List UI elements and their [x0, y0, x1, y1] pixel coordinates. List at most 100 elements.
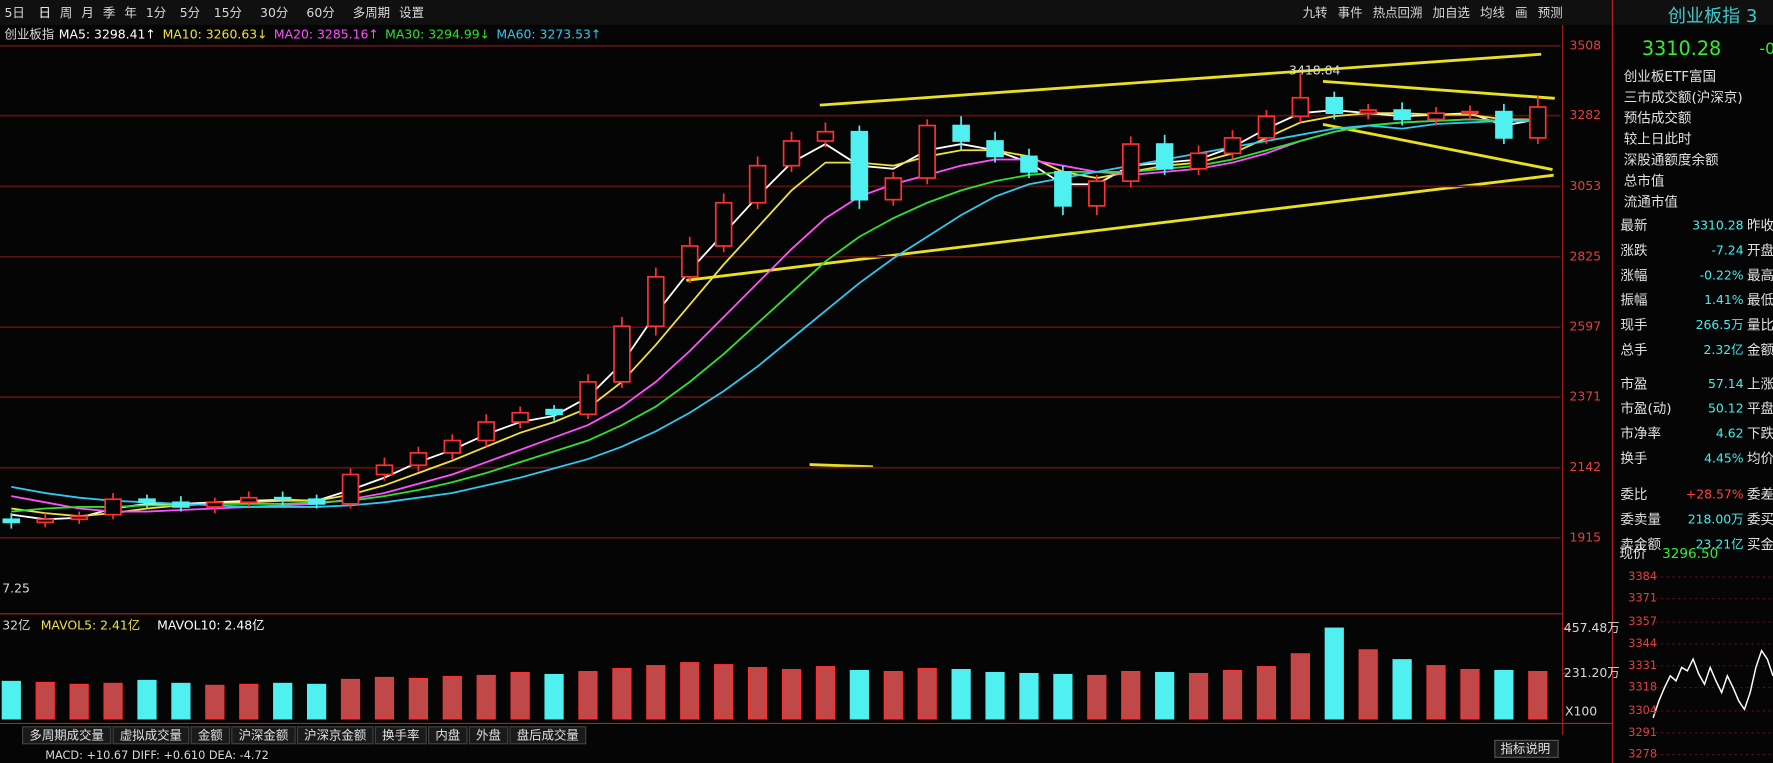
- candle-body: [138, 498, 156, 504]
- bottom-tab[interactable]: 金额: [198, 727, 223, 742]
- period-tab[interactable]: 周: [60, 5, 72, 20]
- stat-value: +28.57%: [1686, 487, 1744, 502]
- period-tab[interactable]: 月: [81, 5, 93, 20]
- period-tab[interactable]: 60分: [306, 5, 334, 20]
- period-tab[interactable]: 5日: [5, 5, 25, 20]
- y-tick-label: 3371: [1628, 592, 1657, 605]
- bottom-tab[interactable]: 内盘: [435, 727, 460, 742]
- candle-body: [409, 452, 428, 467]
- tool-button[interactable]: 事件: [1338, 5, 1363, 20]
- y-tick-label: 3291: [1628, 726, 1657, 739]
- y-tick-label: 2142: [1569, 459, 1601, 474]
- candle-body: [1121, 143, 1140, 182]
- trendline: [1322, 79, 1555, 100]
- period-tab[interactable]: 多周期: [353, 5, 390, 20]
- tab-bg[interactable]: [231, 726, 296, 745]
- period-tab[interactable]: 设置: [399, 5, 424, 20]
- period-tab[interactable]: 15分: [214, 5, 242, 20]
- help-bg[interactable]: [1494, 739, 1559, 758]
- volume-bar: [747, 667, 768, 720]
- info-row: 三市成交额(沪深京): [1624, 89, 1743, 106]
- trendlines: [686, 52, 1555, 469]
- plot: [1, 73, 1773, 720]
- indicator-help[interactable]: 指标说明: [1500, 741, 1550, 756]
- stat-value: 57.14: [1708, 376, 1744, 391]
- stat-label: 市净率: [1620, 425, 1661, 442]
- annotation: 3418.84: [1289, 63, 1340, 78]
- tool-button[interactable]: 画: [1515, 5, 1527, 20]
- period-tab[interactable]: 1分: [146, 5, 166, 20]
- candle-body: [918, 124, 936, 179]
- stat-value: -0.22%: [1700, 267, 1744, 282]
- stat-label: 委差: [1747, 487, 1773, 503]
- stat-label: 卖金额: [1620, 537, 1661, 553]
- bottom-tab[interactable]: 虚拟成交量: [120, 727, 182, 742]
- bottom-tab[interactable]: 换手率: [382, 727, 419, 742]
- stat-label: 均价: [1747, 451, 1773, 467]
- volume-bar: [1460, 669, 1480, 720]
- bottom-tab[interactable]: 多周期成交量: [29, 727, 104, 742]
- period-tab[interactable]: 日: [38, 5, 50, 20]
- volume-bar: [69, 683, 89, 720]
- tool-button[interactable]: 加自选: [1433, 5, 1470, 20]
- candle-body: [1189, 152, 1208, 170]
- tab-bg[interactable]: [468, 726, 509, 745]
- y-tick-label: 3304: [1628, 704, 1657, 717]
- stat-value: 1.41%: [1704, 292, 1744, 307]
- tool-button[interactable]: 九转: [1303, 5, 1328, 20]
- info-row: 深股通额度余额: [1624, 152, 1719, 169]
- volume-bar: [781, 669, 802, 720]
- volume-bar: [1222, 669, 1243, 720]
- candle-body: [748, 164, 767, 204]
- period-tab[interactable]: 年: [124, 5, 136, 20]
- candle-body: [1020, 155, 1038, 173]
- candle-body: [70, 515, 88, 521]
- y-tick-label: 3384: [1628, 570, 1657, 583]
- tab-bg[interactable]: [427, 726, 468, 745]
- tab-bg[interactable]: [112, 726, 190, 745]
- ma-line: [11, 118, 1538, 513]
- tool-button[interactable]: 热点回溯: [1373, 5, 1423, 20]
- stat-label: 平盘: [1747, 400, 1773, 417]
- tab-bg[interactable]: [22, 726, 112, 745]
- bottom-tab[interactable]: 沪深金额: [239, 727, 289, 742]
- quote-price: 3310.28: [1642, 37, 1721, 60]
- volume-bar: [612, 668, 632, 720]
- ui: 5日日周月季年 1分 5分 15分 30分 60分 多周期 设置 九转 事件 热点回溯 加自选 均线画预…: [2, 5, 1773, 762]
- candle-body: [1088, 180, 1106, 207]
- volume-bar: [1019, 672, 1039, 720]
- tool-button[interactable]: 预测: [1538, 5, 1563, 20]
- stat-value: 266.5万: [1696, 317, 1744, 332]
- legend-entry: MA10: 3260.63↓: [163, 27, 268, 42]
- y-tick-label: 3344: [1628, 637, 1657, 650]
- y-tick-label: 3357: [1628, 615, 1657, 628]
- volume-bar: [205, 684, 225, 720]
- y-tick-label: 457.48万: [1564, 620, 1620, 635]
- candle-body: [239, 496, 258, 504]
- tab-bg[interactable]: [374, 726, 427, 745]
- y-tick-label: 2371: [1569, 389, 1601, 404]
- candle-body: [782, 140, 801, 167]
- bottom-tab[interactable]: 外盘: [476, 727, 501, 742]
- stat-label: 市盈: [1620, 375, 1647, 392]
- volume-bar: [1324, 627, 1344, 720]
- bottom-tab[interactable]: 沪深京金额: [304, 727, 367, 742]
- tab-bg[interactable]: [296, 726, 374, 745]
- stat-value: 2.32亿: [1704, 342, 1744, 357]
- volume-bar: [883, 670, 903, 720]
- info-row: 流通市值: [1624, 193, 1678, 210]
- period-tab[interactable]: 季: [103, 5, 115, 20]
- period-tab[interactable]: 5分: [180, 5, 200, 20]
- volume-bar: [1, 680, 21, 720]
- grid: [0, 45, 1773, 756]
- tab-bg[interactable]: [509, 726, 587, 745]
- period-tab[interactable]: 30分: [260, 5, 288, 20]
- tool-button[interactable]: 均线: [1480, 5, 1505, 20]
- candle-body: [206, 501, 224, 508]
- macd-legend: MACD: +10.67 DIFF: +0.610 DEA: -4.72: [45, 749, 269, 762]
- tab-bg[interactable]: [190, 726, 231, 745]
- bottom-tab[interactable]: 盘后成交量: [517, 727, 579, 742]
- volume-bar: [273, 682, 293, 720]
